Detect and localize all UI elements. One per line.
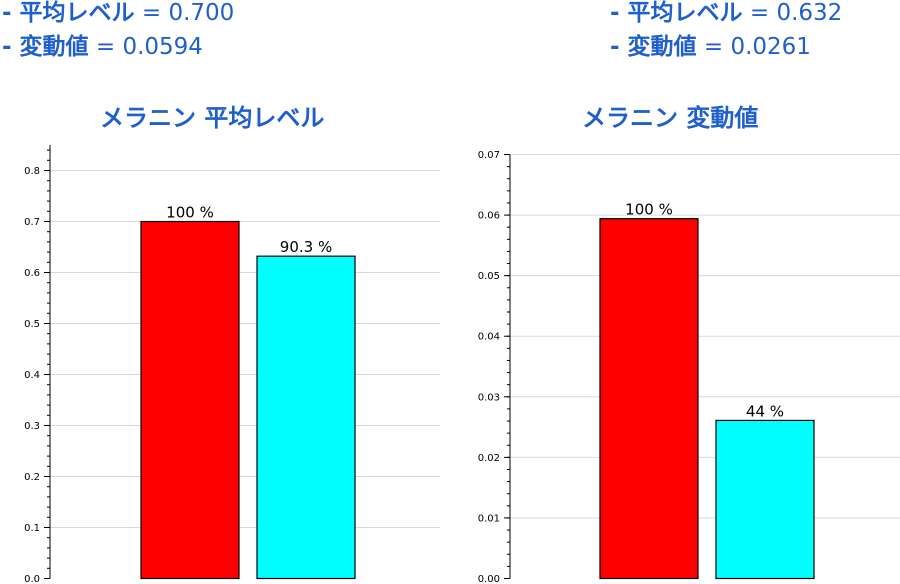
y-tick-label: 0.00: [478, 574, 500, 584]
y-tick-label: 0.0: [24, 574, 40, 584]
variation-label: - 変動値: [2, 34, 89, 60]
y-tick-label: 0.01: [478, 513, 500, 524]
bar-value-label: 90.3 %: [280, 238, 332, 256]
mean-level-line: - 平均レベル = 0.632: [610, 0, 842, 30]
bar: [599, 218, 699, 580]
bar-value-label: 100 %: [166, 204, 214, 222]
bar-value-label: 44 %: [746, 402, 784, 420]
y-tick-label: 0.8: [24, 166, 40, 177]
variation-value: = 0.0261: [696, 34, 811, 60]
y-tick-label: 0.1: [24, 523, 40, 534]
bar: [256, 255, 356, 580]
variation-label: - 変動値: [610, 34, 697, 60]
mean-level-value: = 0.700: [134, 0, 235, 26]
y-tick-label: 0.4: [24, 370, 40, 381]
chart-mean-level: 0.0 0.1 0.2 0.3 0.4 0.5 0.6 0.7 0.8 100 % 90.3 %: [24, 145, 440, 584]
y-tick-label: 0.7: [24, 217, 40, 228]
y-tick-label: 0.5: [24, 319, 40, 330]
variation-value: = 0.0594: [88, 34, 203, 60]
stats-block-left: - 平均レベル = 0.700 - 変動値 = 0.0594: [2, 0, 234, 64]
mean-level-label: - 平均レベル: [610, 0, 743, 26]
chart-variation: 0.00 0.01 0.02 0.03 0.04 0.05 0.06 0.07 100 % 44 …: [478, 150, 900, 584]
variation-line: - 変動値 = 0.0261: [610, 30, 842, 64]
mean-level-value: = 0.632: [742, 0, 843, 26]
y-tick-label: 0.04: [478, 332, 500, 343]
variation-line: - 変動値 = 0.0594: [2, 30, 234, 64]
y-tick-label: 0.3: [24, 421, 40, 432]
bar: [715, 419, 815, 580]
y-tick-label: 0.05: [478, 271, 500, 282]
chart-title-mean: メラニン 平均レベル: [100, 104, 325, 132]
y-tick-label: 0.6: [24, 268, 40, 279]
bar-value-label: 100 %: [625, 201, 673, 219]
y-tick-label: 0.03: [478, 392, 500, 403]
chart-title-variation: メラニン 変動値: [582, 104, 759, 132]
mean-level-label: - 平均レベル: [2, 0, 135, 26]
y-tick-label: 0.06: [478, 211, 500, 222]
mean-level-line: - 平均レベル = 0.700: [2, 0, 234, 30]
y-tick-label: 0.07: [478, 150, 500, 161]
y-tick-label: 0.2: [24, 472, 40, 483]
stats-block-right: - 平均レベル = 0.632 - 変動値 = 0.0261: [610, 0, 842, 64]
bar: [140, 220, 240, 580]
y-tick-label: 0.02: [478, 453, 500, 464]
